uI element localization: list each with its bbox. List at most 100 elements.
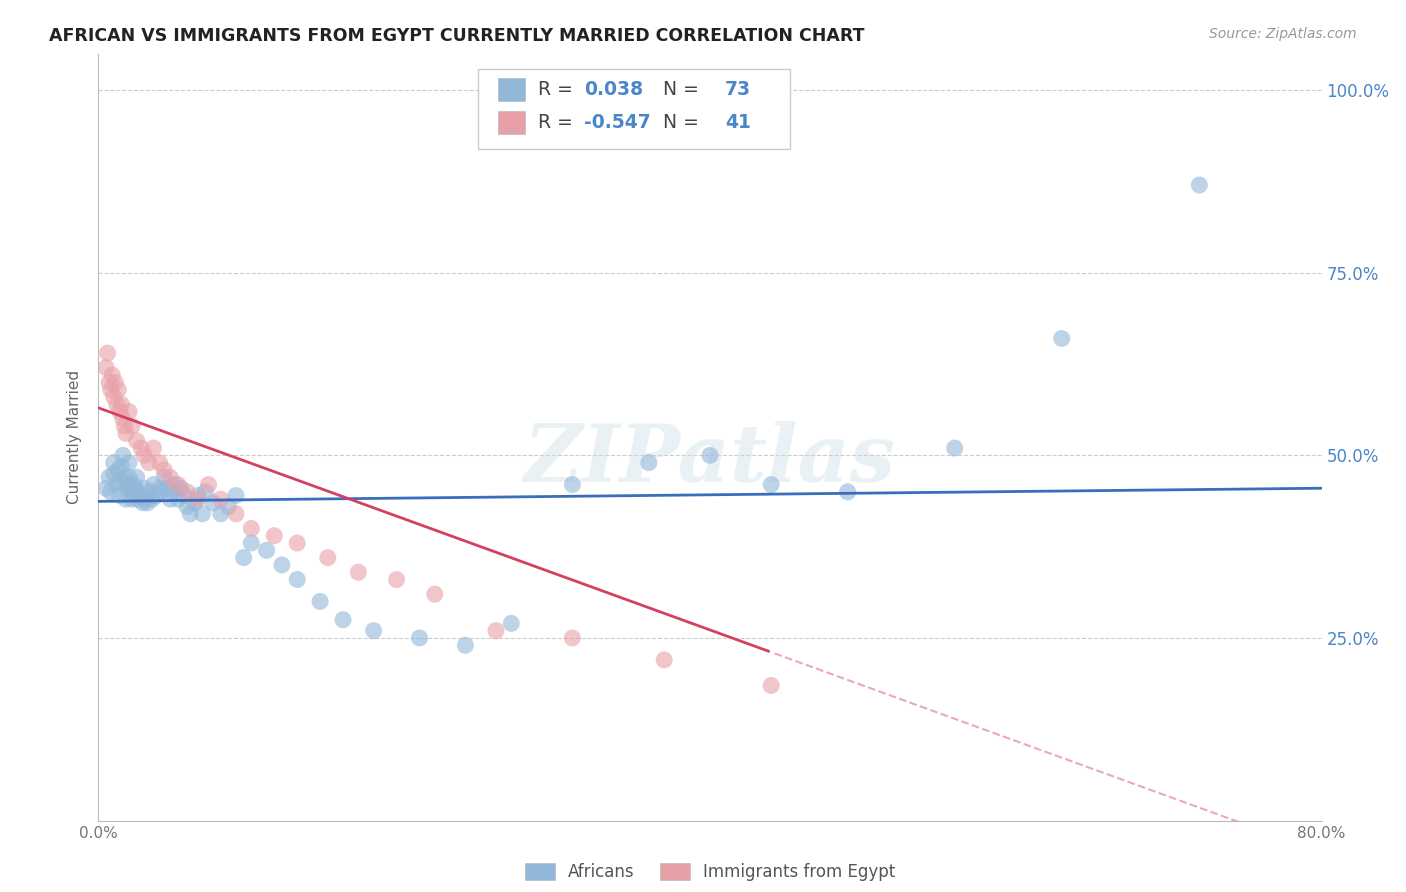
Point <box>134 448 156 462</box>
Point <box>110 397 132 411</box>
Point <box>120 477 142 491</box>
Point <box>759 678 782 692</box>
Point <box>652 653 675 667</box>
Point <box>209 492 232 507</box>
Point <box>163 477 186 491</box>
Point <box>347 566 370 580</box>
Text: 0.038: 0.038 <box>583 80 643 99</box>
Text: 73: 73 <box>724 80 751 99</box>
Text: -0.547: -0.547 <box>583 113 651 132</box>
Text: N =: N = <box>651 80 706 99</box>
Point <box>115 477 138 491</box>
Point <box>124 481 146 495</box>
Point <box>197 477 219 491</box>
Point <box>125 470 148 484</box>
Point <box>121 419 143 434</box>
Point <box>240 521 263 535</box>
Point <box>232 550 254 565</box>
Point <box>141 492 163 507</box>
Point <box>159 492 181 507</box>
Point <box>173 489 195 503</box>
Point <box>561 631 583 645</box>
Point <box>423 587 446 601</box>
Point <box>98 470 121 484</box>
Point <box>316 550 339 565</box>
Legend: Africans, Immigrants from Egypt: Africans, Immigrants from Egypt <box>516 855 904 889</box>
Point <box>134 481 156 495</box>
Point <box>240 536 263 550</box>
Text: AFRICAN VS IMMIGRANTS FROM EGYPT CURRENTLY MARRIED CORRELATION CHART: AFRICAN VS IMMIGRANTS FROM EGYPT CURRENT… <box>49 27 865 45</box>
Point <box>408 631 430 645</box>
Point <box>1188 178 1211 192</box>
Point <box>167 492 190 507</box>
Point <box>108 404 131 418</box>
Point <box>121 492 143 507</box>
Point <box>225 489 247 503</box>
Point <box>121 484 143 499</box>
Point <box>187 492 209 507</box>
Point <box>159 470 181 484</box>
Point <box>285 536 308 550</box>
Point <box>136 496 159 510</box>
Point <box>176 484 198 499</box>
Point <box>103 390 125 404</box>
Point <box>160 484 183 499</box>
Point <box>111 412 134 426</box>
Point <box>127 492 149 507</box>
Point <box>256 543 278 558</box>
Point <box>103 456 125 470</box>
Point <box>837 484 859 499</box>
Point <box>105 397 128 411</box>
Point <box>107 383 129 397</box>
Point <box>115 426 138 441</box>
Point <box>98 376 121 390</box>
Point <box>117 481 139 495</box>
Text: Source: ZipAtlas.com: Source: ZipAtlas.com <box>1209 27 1357 41</box>
Point <box>100 484 122 499</box>
Point <box>485 624 508 638</box>
Point <box>118 404 141 418</box>
Point <box>122 477 145 491</box>
Point <box>115 492 138 507</box>
Point <box>97 346 120 360</box>
Text: ZIPatlas: ZIPatlas <box>524 421 896 499</box>
Point <box>110 459 132 474</box>
Point <box>153 463 176 477</box>
Point <box>107 463 129 477</box>
Point <box>225 507 247 521</box>
Point <box>176 500 198 514</box>
Point <box>332 613 354 627</box>
Point <box>202 496 225 510</box>
Point <box>170 481 193 495</box>
Point <box>149 481 172 495</box>
Point <box>138 456 160 470</box>
Point <box>187 489 209 503</box>
Point <box>1050 331 1073 345</box>
Point <box>142 441 165 455</box>
Point <box>167 477 190 491</box>
Point <box>125 434 148 448</box>
Point <box>129 441 152 455</box>
Text: R =: R = <box>537 113 578 132</box>
Point <box>112 419 135 434</box>
Point <box>943 441 966 455</box>
Point <box>149 456 172 470</box>
Point <box>150 484 173 499</box>
Point <box>209 507 232 521</box>
Point <box>699 448 721 462</box>
Point <box>105 477 128 491</box>
Point <box>179 507 201 521</box>
Point <box>111 448 134 462</box>
Point <box>501 616 523 631</box>
Point <box>104 376 127 390</box>
Point <box>184 496 207 510</box>
Point <box>637 456 661 470</box>
Point <box>217 500 239 514</box>
Point <box>561 477 583 491</box>
Point <box>270 558 292 572</box>
Point <box>285 573 308 587</box>
Text: N =: N = <box>651 113 706 132</box>
Point <box>145 489 167 503</box>
Point <box>454 638 477 652</box>
Point <box>94 360 117 375</box>
